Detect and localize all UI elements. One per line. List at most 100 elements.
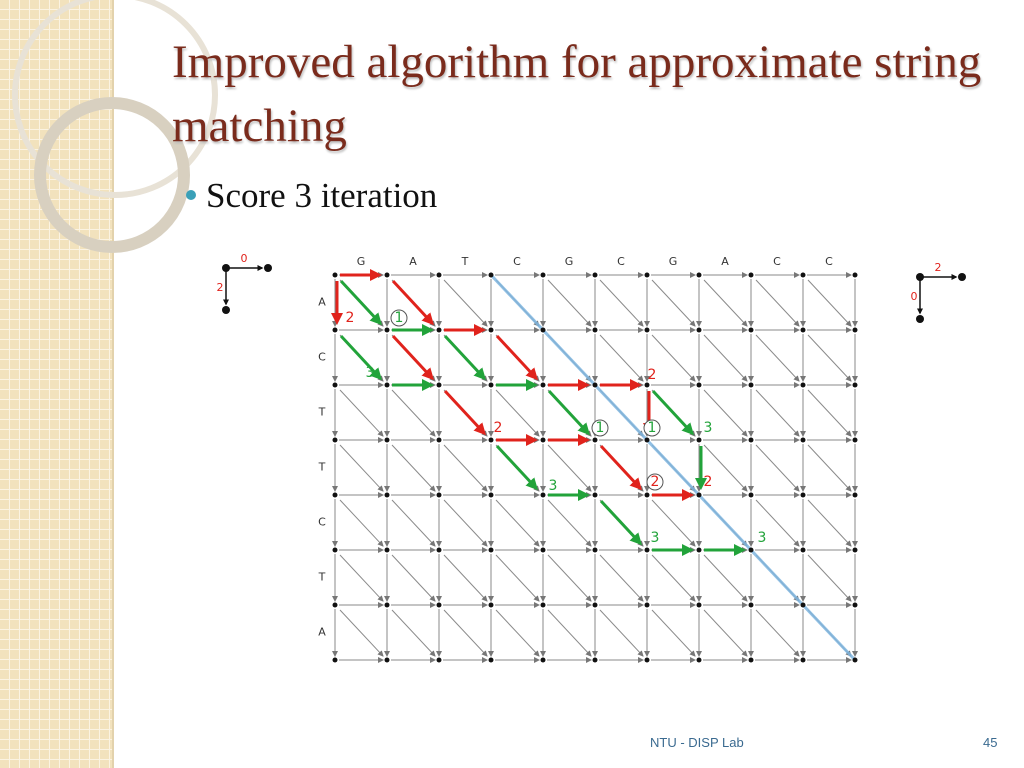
path-diagonal	[391, 279, 435, 326]
cell-label: 1	[596, 420, 605, 436]
node	[540, 437, 546, 443]
node	[540, 382, 546, 388]
node	[696, 437, 702, 443]
cell-label: 3	[549, 478, 558, 494]
node	[384, 492, 390, 498]
legend-node	[916, 273, 924, 281]
node	[592, 492, 598, 498]
node	[384, 602, 390, 608]
edge-diagonal	[547, 444, 592, 492]
cell-label: 2	[494, 420, 503, 436]
node	[852, 492, 858, 498]
node	[592, 327, 598, 333]
row-letter: A	[318, 626, 326, 639]
node	[592, 657, 598, 663]
legend-node	[916, 315, 924, 323]
edge-diagonal	[755, 389, 800, 437]
node	[384, 437, 390, 443]
cell-label: 2	[346, 310, 355, 326]
bullet-dot	[186, 189, 196, 200]
edge-diagonal	[339, 609, 384, 657]
node	[488, 437, 494, 443]
node	[644, 437, 650, 443]
column-letter: T	[461, 255, 469, 268]
legend-label: 2	[935, 261, 942, 274]
node	[436, 437, 442, 443]
legend-node	[958, 273, 966, 281]
row-letter: C	[318, 516, 326, 529]
edge-diagonal	[391, 609, 436, 657]
edge-diagonal	[703, 444, 748, 492]
node	[644, 272, 650, 278]
node	[332, 437, 338, 443]
path-diagonal	[339, 334, 383, 381]
label-ring	[591, 419, 609, 437]
node	[696, 382, 702, 388]
path-diagonal	[339, 279, 383, 326]
path-diagonal	[651, 389, 695, 436]
edge-diagonal	[755, 609, 800, 657]
edge-diagonal	[547, 609, 592, 657]
row-letter: A	[318, 296, 326, 309]
edge-diagonal	[443, 444, 488, 492]
node	[852, 657, 858, 663]
cell-label: 3	[704, 420, 713, 436]
label-ring	[390, 309, 408, 327]
edge-diagonal	[651, 609, 696, 657]
column-letter: C	[773, 255, 781, 268]
cell-label: 1	[395, 310, 404, 326]
node	[644, 657, 650, 663]
node	[696, 547, 702, 553]
node	[332, 492, 338, 498]
node	[800, 272, 806, 278]
edge-diagonal	[495, 554, 540, 602]
edge-diagonal	[443, 554, 488, 602]
edge-diagonal	[703, 389, 748, 437]
node	[332, 382, 338, 388]
node	[592, 272, 598, 278]
cell-label: 3	[758, 530, 767, 546]
cell-label: 2	[648, 367, 657, 383]
node	[540, 547, 546, 553]
row-letter: T	[318, 406, 326, 419]
node	[800, 547, 806, 553]
label-ring	[646, 473, 664, 491]
node	[800, 492, 806, 498]
path-diagonal	[599, 499, 643, 546]
legend-label: 0	[241, 252, 248, 265]
cell-label: 1	[648, 420, 657, 436]
edge-diagonal	[651, 279, 696, 327]
column-letter: G	[357, 255, 366, 268]
row-letter: T	[318, 571, 326, 584]
column-letter: A	[721, 255, 729, 268]
node	[852, 327, 858, 333]
row-letter: T	[318, 461, 326, 474]
column-letter: C	[513, 255, 521, 268]
legend-node	[222, 306, 230, 314]
path-diagonal	[495, 334, 539, 381]
edge-diagonal	[443, 499, 488, 547]
node	[696, 272, 702, 278]
node	[800, 437, 806, 443]
page-number: 45	[983, 735, 998, 750]
bullet-text: Score 3 iteration	[206, 176, 438, 215]
edge-diagonal	[651, 554, 696, 602]
node	[488, 382, 494, 388]
path-diagonal	[599, 444, 643, 491]
node	[644, 492, 650, 498]
edge-diagonal	[339, 554, 384, 602]
node	[696, 657, 702, 663]
node	[540, 272, 546, 278]
node	[540, 602, 546, 608]
path-diagonal	[443, 334, 487, 381]
cell-label: 3	[651, 530, 660, 546]
footer-source: NTU - DISP Lab	[650, 735, 744, 750]
legend-label: 2	[217, 281, 224, 294]
node	[332, 327, 338, 333]
node	[644, 382, 650, 388]
edge-diagonal	[807, 279, 852, 327]
node	[748, 272, 754, 278]
edge-diagonal	[391, 499, 436, 547]
